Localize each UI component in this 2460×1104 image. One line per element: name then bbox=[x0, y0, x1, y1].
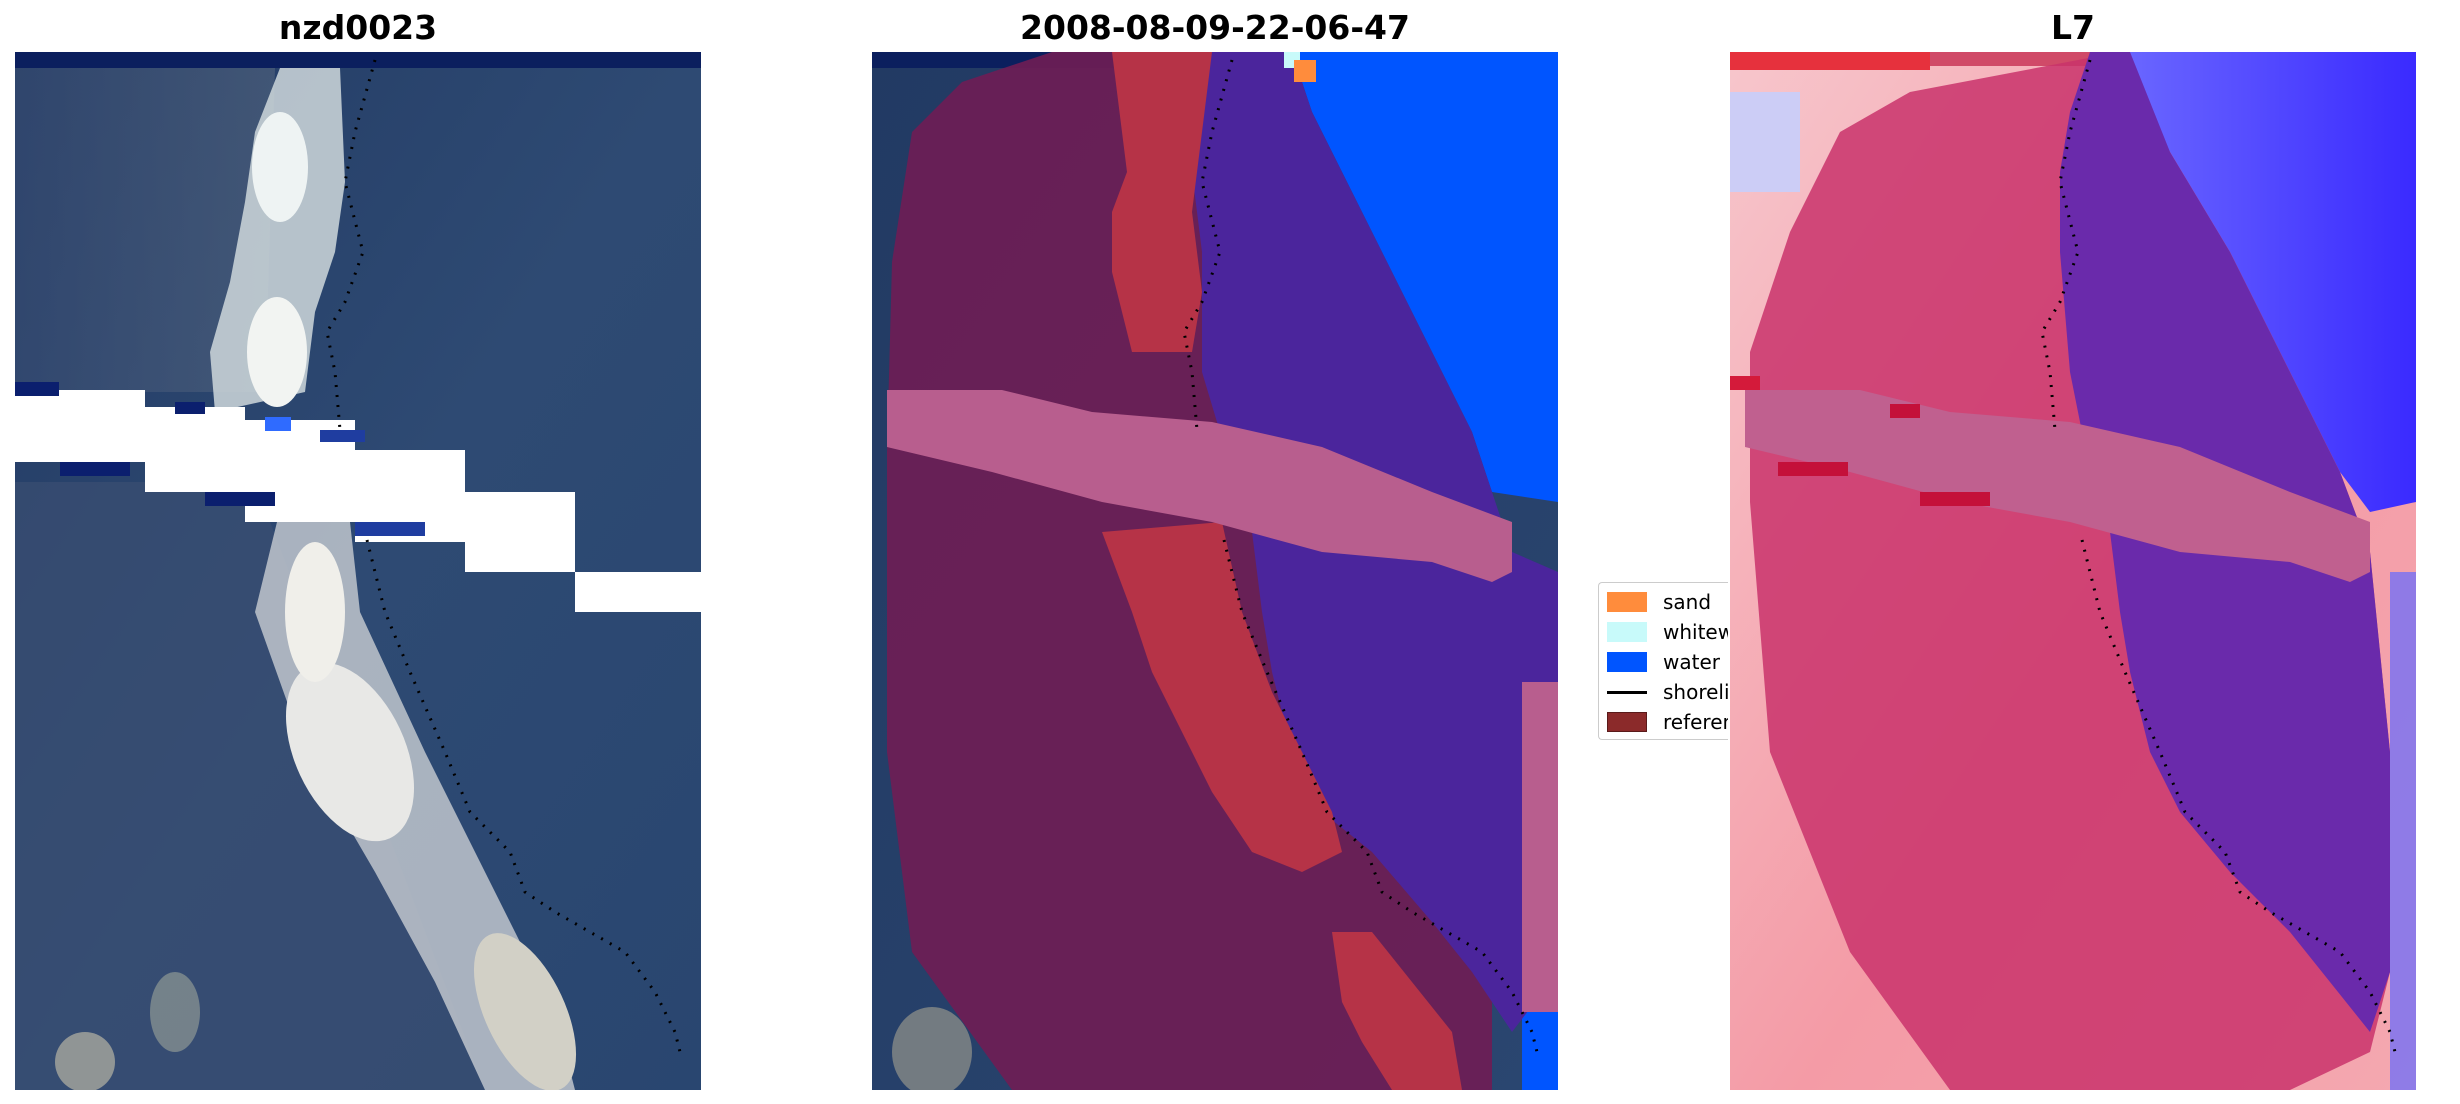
legend-item-water: water bbox=[1607, 647, 1728, 677]
panel-title-rgb: nzd0023 bbox=[278, 8, 438, 47]
shoreline-swatch bbox=[1607, 690, 1647, 694]
legend-label-reference: reference bbox=[1663, 710, 1728, 734]
panel-title-classified: 2008-08-09-22-06-47 bbox=[1020, 8, 1410, 47]
legend-item-reference: reference bbox=[1607, 707, 1728, 737]
classified-image-panel bbox=[872, 52, 1558, 1090]
index-image bbox=[1730, 52, 2416, 1090]
legend-label-sand: sand bbox=[1663, 590, 1712, 614]
index-image-panel bbox=[1730, 52, 2416, 1090]
classified-image bbox=[872, 52, 1558, 1090]
rgb-image bbox=[15, 52, 701, 1090]
rgb-image-panel bbox=[15, 52, 701, 1090]
panel-title-index: L7 bbox=[2051, 8, 2095, 47]
sand-swatch bbox=[1607, 592, 1647, 612]
legend-item-shoreline: shoreline bbox=[1607, 677, 1728, 707]
legend-label-shoreline: shoreline bbox=[1663, 680, 1728, 704]
legend-label-water: water bbox=[1663, 650, 1720, 674]
reference-swatch bbox=[1607, 712, 1647, 732]
legend-item-sand: sand bbox=[1607, 587, 1728, 617]
whitewater-swatch bbox=[1607, 622, 1647, 642]
water-swatch bbox=[1607, 652, 1647, 672]
